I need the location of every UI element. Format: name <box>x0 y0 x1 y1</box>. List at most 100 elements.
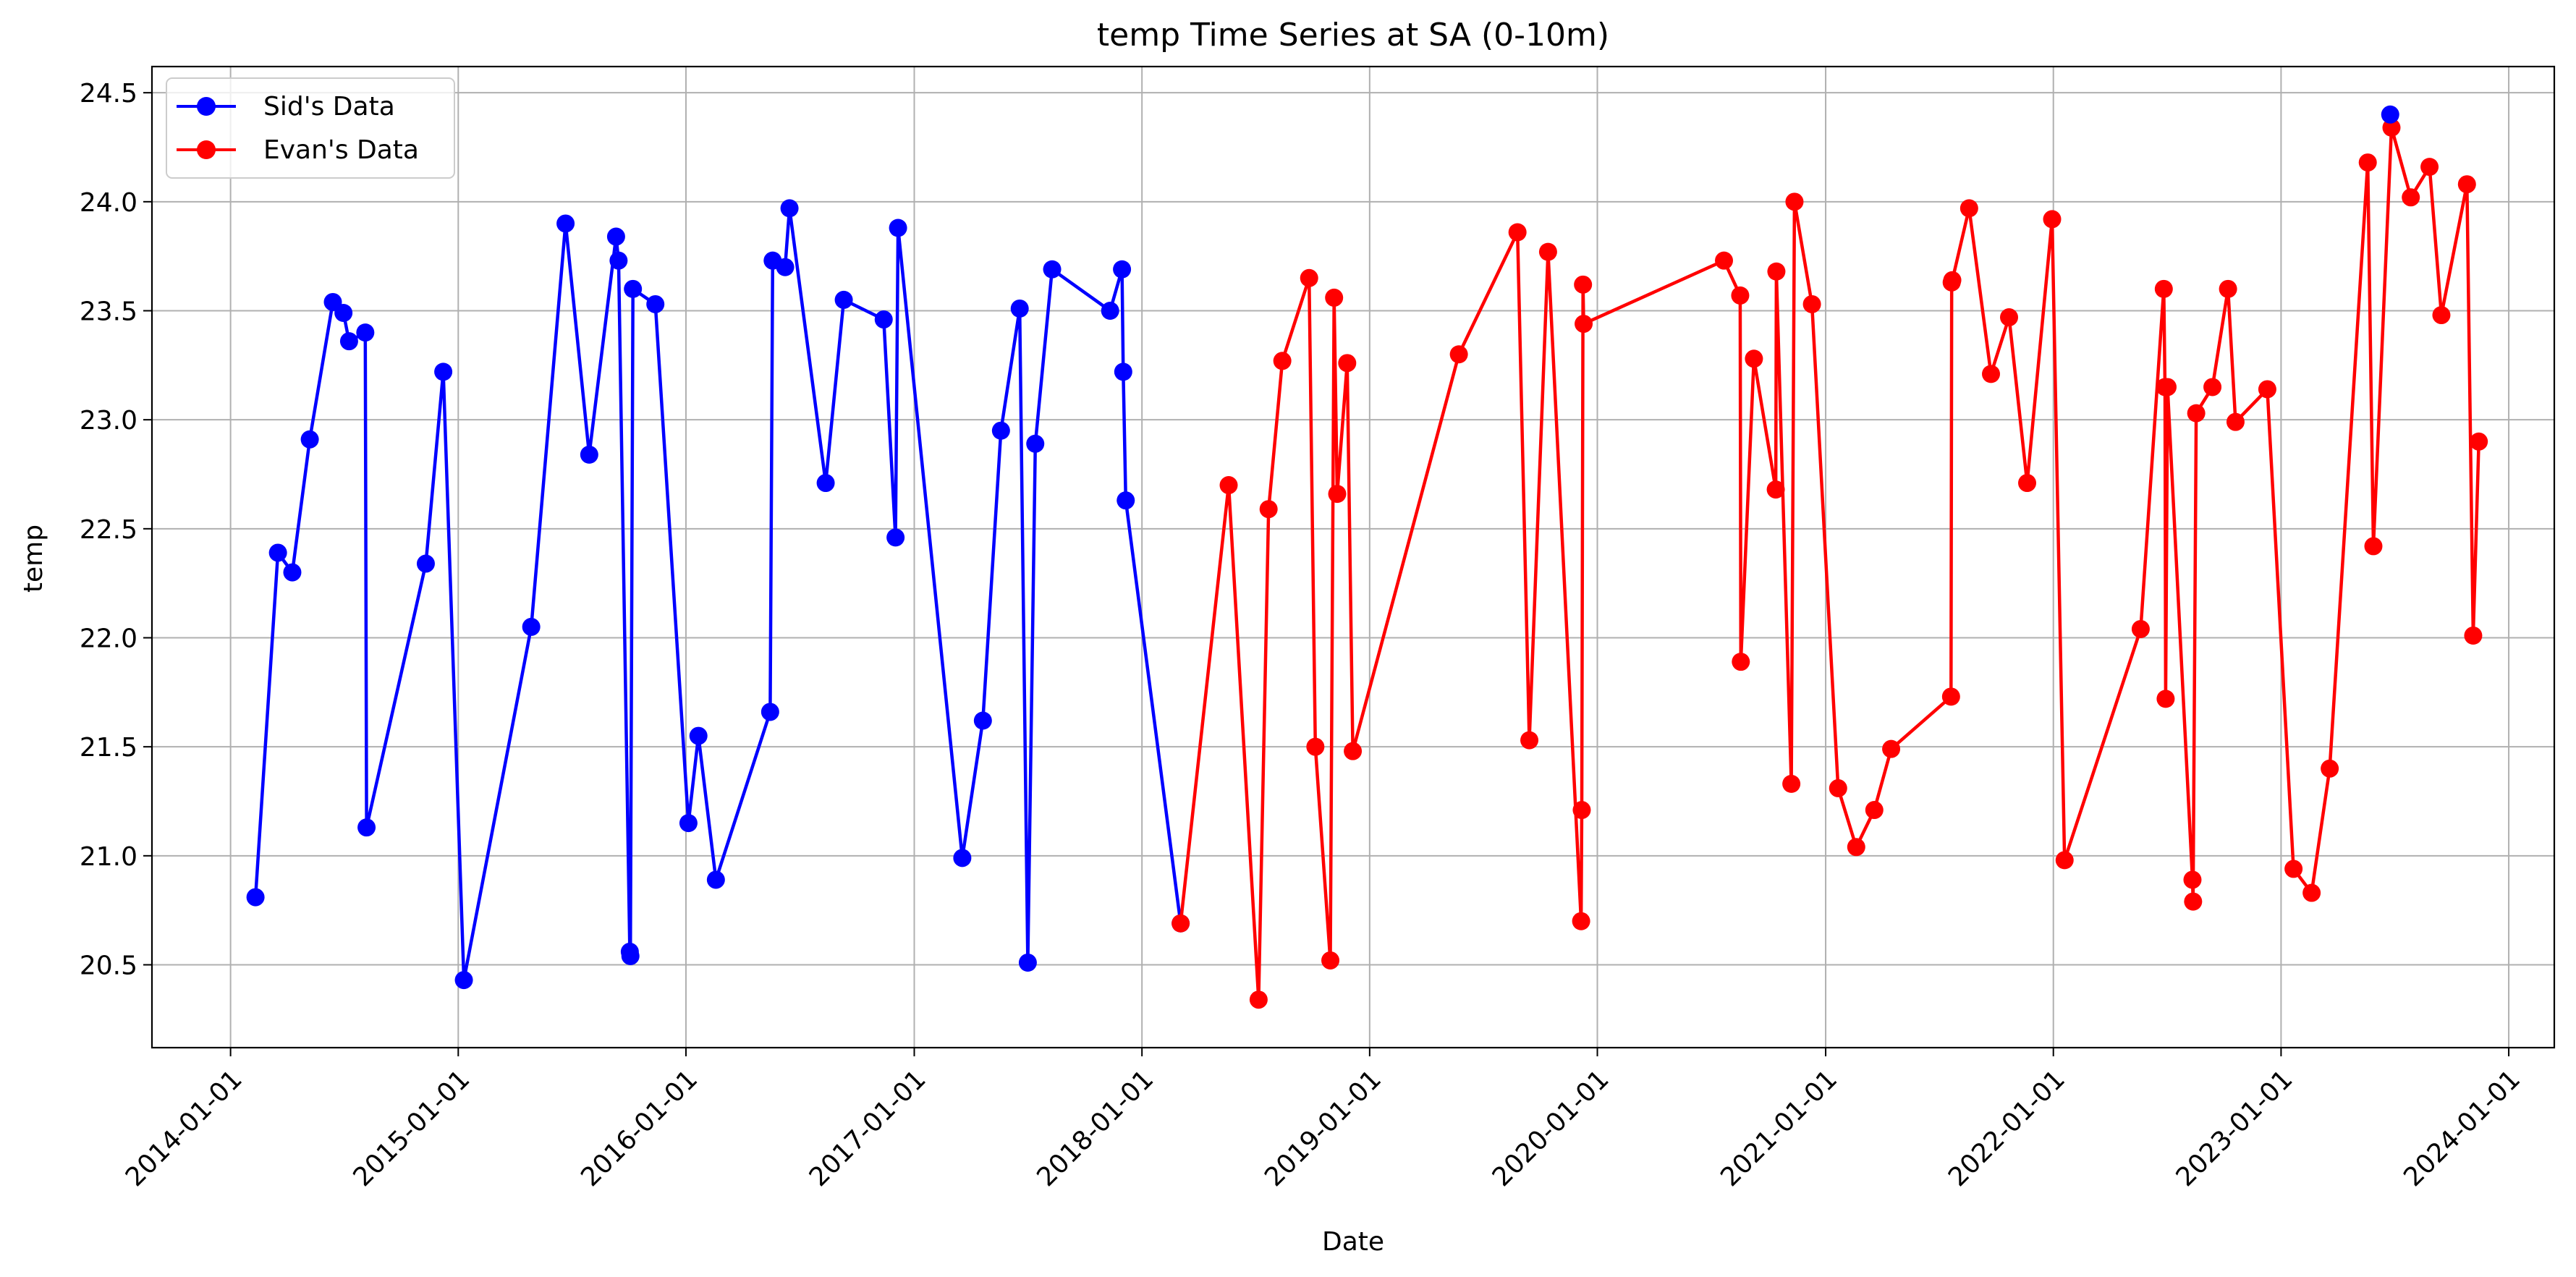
data-point-evan-s-data <box>2464 626 2483 645</box>
data-point-evan-s-data <box>2302 883 2321 902</box>
data-point-evan-s-data <box>1259 500 1278 519</box>
data-point-sid-s-data <box>268 543 287 562</box>
data-point-evan-s-data <box>1449 345 1468 364</box>
data-point-evan-s-data <box>2154 279 2173 298</box>
y-tick-label: 21.5 <box>80 733 137 763</box>
data-point-evan-s-data <box>1882 739 1901 758</box>
data-point-evan-s-data <box>2358 153 2377 172</box>
y-tick-label: 21.0 <box>80 842 137 872</box>
y-tick-label: 22.0 <box>80 624 137 653</box>
data-point-evan-s-data <box>1172 914 1190 933</box>
x-axis-label: Date <box>1322 1227 1384 1257</box>
y-axis-label: temp <box>19 525 48 593</box>
data-point-sid-s-data <box>334 304 353 323</box>
data-point-evan-s-data <box>1865 801 1884 820</box>
data-point-evan-s-data <box>2184 892 2203 911</box>
data-point-sid-s-data <box>1010 299 1029 318</box>
data-point-evan-s-data <box>1273 352 1292 370</box>
data-point-evan-s-data <box>1941 687 1960 706</box>
legend-label-sid: Sid's Data <box>263 92 395 122</box>
legend-box <box>166 77 455 179</box>
legend: Sid's Data Evan's Data <box>166 77 455 179</box>
data-point-evan-s-data <box>1300 268 1318 287</box>
data-point-evan-s-data <box>1766 480 1785 499</box>
data-point-sid-s-data <box>246 888 265 907</box>
data-point-sid-s-data <box>776 258 795 276</box>
data-point-evan-s-data <box>1249 990 1268 1009</box>
data-point-evan-s-data <box>2457 175 2476 194</box>
data-point-evan-s-data <box>2284 860 2303 878</box>
data-point-sid-s-data <box>621 946 640 965</box>
data-point-sid-s-data <box>689 726 708 745</box>
data-point-sid-s-data <box>609 251 628 270</box>
data-point-evan-s-data <box>1802 294 1821 313</box>
data-point-evan-s-data <box>2258 380 2276 399</box>
y-tick-label: 22.5 <box>80 515 137 545</box>
data-point-sid-s-data <box>606 227 625 246</box>
y-tick-label: 23.0 <box>80 406 137 436</box>
data-point-evan-s-data <box>2158 378 2177 396</box>
y-tick-label: 24.0 <box>80 188 137 218</box>
data-point-sid-s-data <box>973 711 992 730</box>
data-point-evan-s-data <box>1745 349 1763 368</box>
data-point-sid-s-data <box>1101 301 1119 320</box>
data-point-evan-s-data <box>1572 801 1591 820</box>
data-point-sid-s-data <box>580 445 598 464</box>
data-point-evan-s-data <box>2321 759 2339 778</box>
data-point-sid-s-data <box>1018 953 1037 972</box>
data-point-evan-s-data <box>2043 210 2062 229</box>
legend-marker-evan <box>197 140 216 159</box>
data-point-sid-s-data <box>1026 434 1045 453</box>
data-point-sid-s-data <box>416 554 435 573</box>
data-point-sid-s-data <box>780 199 799 218</box>
data-point-evan-s-data <box>1338 354 1357 373</box>
data-point-evan-s-data <box>1328 485 1347 504</box>
y-axis-ticks: 20.5 21.0 21.5 22.0 22.5 23.0 23.5 24.0 24.5 <box>80 79 152 980</box>
y-tick-label: 23.5 <box>80 297 137 326</box>
data-point-evan-s-data <box>2156 690 2175 708</box>
data-point-evan-s-data <box>1943 271 1962 289</box>
data-point-evan-s-data <box>1785 192 1804 211</box>
data-point-evan-s-data <box>2219 279 2237 298</box>
data-point-sid-s-data <box>454 971 473 990</box>
data-point-sid-s-data <box>706 870 725 889</box>
data-point-evan-s-data <box>1325 288 1344 307</box>
data-point-evan-s-data <box>1575 315 1593 334</box>
data-point-sid-s-data <box>889 219 907 237</box>
data-point-sid-s-data <box>1113 260 1132 279</box>
data-point-evan-s-data <box>2420 158 2439 177</box>
data-point-evan-s-data <box>2364 537 2383 556</box>
legend-label-evan: Evan's Data <box>263 135 419 165</box>
data-point-evan-s-data <box>2203 378 2222 396</box>
data-point-sid-s-data <box>300 430 319 449</box>
data-point-sid-s-data <box>886 528 905 547</box>
data-point-sid-s-data <box>874 310 893 329</box>
data-point-evan-s-data <box>2226 412 2245 431</box>
plot-frame <box>151 65 2556 1049</box>
data-point-evan-s-data <box>2000 308 2019 327</box>
data-point-evan-s-data <box>1344 742 1363 760</box>
data-point-sid-s-data <box>1117 491 1135 510</box>
data-point-sid-s-data <box>760 703 779 721</box>
data-point-sid-s-data <box>357 818 376 837</box>
data-point-sid-s-data <box>556 214 575 233</box>
data-point-evan-s-data <box>2018 474 2037 493</box>
data-point-sid-s-data <box>834 290 853 309</box>
data-point-evan-s-data <box>1782 774 1801 793</box>
data-point-evan-s-data <box>1847 838 1865 857</box>
data-point-sid-s-data <box>1043 260 1062 279</box>
data-point-evan-s-data <box>2402 188 2420 207</box>
data-point-evan-s-data <box>1767 262 1786 281</box>
data-point-sid-s-data <box>624 279 643 298</box>
data-point-evan-s-data <box>1306 737 1325 756</box>
data-point-sid-s-data <box>434 362 453 381</box>
data-point-evan-s-data <box>2187 404 2206 423</box>
data-point-evan-s-data <box>1829 778 1847 797</box>
data-point-sid-s-data <box>646 294 665 313</box>
data-point-extra <box>2381 105 2399 124</box>
data-point-evan-s-data <box>1538 242 1557 261</box>
data-point-sid-s-data <box>339 332 358 351</box>
data-point-sid-s-data <box>679 814 698 833</box>
